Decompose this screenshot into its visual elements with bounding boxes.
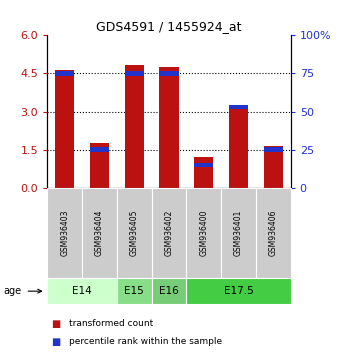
Text: GSM936400: GSM936400 <box>199 210 208 256</box>
Text: E17.5: E17.5 <box>224 286 254 296</box>
Text: GSM936406: GSM936406 <box>269 210 278 256</box>
Bar <box>55 71 74 76</box>
Bar <box>194 162 213 167</box>
Text: E15: E15 <box>124 286 144 296</box>
Bar <box>229 105 248 109</box>
Bar <box>264 147 283 152</box>
Title: GDS4591 / 1455924_at: GDS4591 / 1455924_at <box>96 20 242 33</box>
Text: percentile rank within the sample: percentile rank within the sample <box>69 337 222 346</box>
Text: E14: E14 <box>72 286 92 296</box>
Bar <box>55 70 74 188</box>
Text: GSM936402: GSM936402 <box>165 210 173 256</box>
Bar <box>125 64 144 188</box>
Bar <box>160 71 178 76</box>
Text: E16: E16 <box>159 286 179 296</box>
Bar <box>125 71 144 76</box>
Bar <box>160 67 178 188</box>
Bar <box>194 157 213 188</box>
Text: transformed count: transformed count <box>69 319 153 329</box>
Text: age: age <box>3 286 22 296</box>
Text: ■: ■ <box>51 337 60 347</box>
Bar <box>264 146 283 188</box>
Text: ■: ■ <box>51 319 60 329</box>
Bar <box>229 107 248 188</box>
Bar <box>90 143 109 188</box>
Bar <box>90 147 109 152</box>
Text: GSM936405: GSM936405 <box>130 210 139 256</box>
Text: GSM936404: GSM936404 <box>95 210 104 256</box>
Text: GSM936401: GSM936401 <box>234 210 243 256</box>
Text: GSM936403: GSM936403 <box>60 210 69 256</box>
